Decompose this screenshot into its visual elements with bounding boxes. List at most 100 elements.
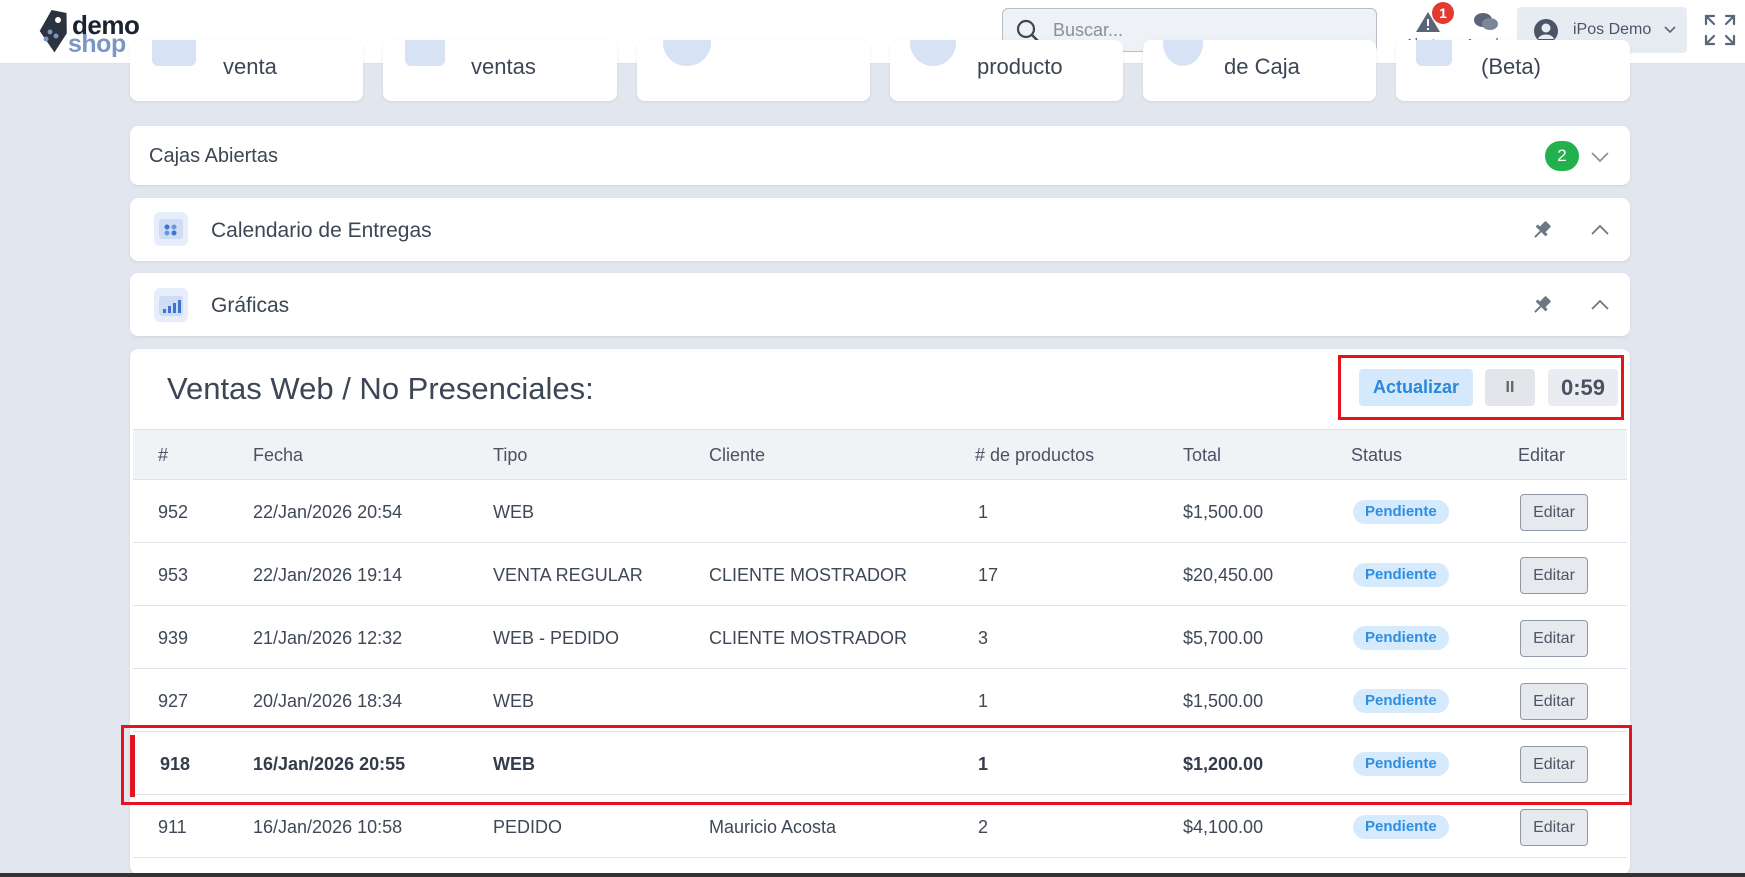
cell-productos: 17 xyxy=(978,565,999,585)
cell-fecha: 20/Jan/2026 18:34 xyxy=(253,691,403,711)
shortcut-icon xyxy=(663,40,711,66)
edit-button[interactable]: Editar xyxy=(1520,746,1588,783)
chevron-down-icon[interactable] xyxy=(1590,150,1610,164)
cell-fecha: 22/Jan/2026 20:54 xyxy=(253,502,403,522)
column-header-status: Status xyxy=(1351,445,1403,465)
open-registers-count-badge: 2 xyxy=(1545,141,1579,171)
graficas-panel[interactable]: Gráficas xyxy=(130,273,1630,336)
cell-cliente: CLIENTE MOSTRADOR xyxy=(709,565,908,585)
cell-id: 911 xyxy=(158,817,187,837)
cell-tipo: WEB xyxy=(493,502,535,522)
cell-total: $4,100.00 xyxy=(1183,817,1264,837)
edit-button[interactable]: Editar xyxy=(1520,809,1588,846)
chevron-up-icon[interactable] xyxy=(1590,298,1610,312)
shortcut-card-2[interactable]: ventas xyxy=(383,40,617,101)
cell-productos: 1 xyxy=(978,754,989,774)
cell-tipo: WEB xyxy=(493,754,535,774)
shortcut-card-4[interactable]: producto xyxy=(890,40,1123,101)
cell-tipo: VENTA REGULAR xyxy=(493,565,643,585)
table-row[interactable]: 952 22/Jan/2026 20:54 WEB 1 $1,500.00 Pendien… xyxy=(133,480,1627,543)
pin-icon[interactable] xyxy=(1531,294,1553,316)
refresh-button[interactable]: Actualizar xyxy=(1359,369,1473,406)
brand-logo[interactable]: demo shop xyxy=(32,4,162,58)
edit-button[interactable]: Editar xyxy=(1520,494,1588,531)
brand-name-line2: shop xyxy=(68,30,126,58)
chevron-up-icon[interactable] xyxy=(1590,223,1610,237)
warning-icon xyxy=(1416,12,1440,32)
status-badge: Pendiente xyxy=(1353,752,1449,776)
cell-productos: 1 xyxy=(978,502,989,522)
highlight-refresh-controls xyxy=(1338,355,1624,420)
cell-total: $20,450.00 xyxy=(1183,565,1274,585)
table-row[interactable]: 953 22/Jan/2026 19:14 VENTA REGULAR CLIENTE… xyxy=(133,543,1627,606)
column-header-id: # xyxy=(158,445,169,465)
shortcut-label: de Caja xyxy=(1224,54,1300,79)
shortcut-card-3[interactable] xyxy=(637,40,870,101)
cell-tipo: PEDIDO xyxy=(493,817,563,837)
status-badge: Pendiente xyxy=(1353,563,1449,587)
column-header-cliente: Cliente xyxy=(709,445,766,465)
calendario-entregas-panel[interactable]: Calendario de Entregas xyxy=(130,198,1630,261)
shortcut-icon xyxy=(910,40,956,66)
panel-title: Calendario de Entregas xyxy=(211,219,432,242)
tag-logo-icon xyxy=(39,10,67,53)
table-row[interactable]: 911 16/Jan/2026 10:58 PEDIDO Mauricio Acost… xyxy=(133,795,1627,858)
cell-productos: 2 xyxy=(978,817,989,837)
cell-fecha: 16/Jan/2026 20:55 xyxy=(253,754,406,774)
cell-id: 918 xyxy=(160,754,191,774)
table-row[interactable]: 939 21/Jan/2026 12:32 WEB - PEDIDO CLIENTE … xyxy=(133,606,1627,669)
chevron-down-icon xyxy=(1664,26,1676,34)
column-header-tipo: Tipo xyxy=(493,445,528,465)
user-avatar-icon xyxy=(1534,19,1558,43)
cell-id: 952 xyxy=(158,502,189,522)
cell-cliente: Mauricio Acosta xyxy=(709,817,837,837)
shortcut-icon xyxy=(1163,40,1203,66)
shortcut-card-6[interactable]: (Beta) xyxy=(1396,40,1630,101)
selected-row-marker xyxy=(130,735,135,797)
cell-fecha: 22/Jan/2026 19:14 xyxy=(253,565,403,585)
alerts-count-badge: 1 xyxy=(1432,2,1454,24)
shortcut-label: (Beta) xyxy=(1481,54,1541,79)
shortcut-label: venta xyxy=(223,54,277,79)
panel-title: Gráficas xyxy=(211,294,290,317)
shortcut-label: producto xyxy=(977,54,1063,79)
table-row[interactable]: 927 20/Jan/2026 18:34 WEB 1 $1,500.00 Pendien… xyxy=(133,669,1627,732)
cell-total: $5,700.00 xyxy=(1183,628,1264,648)
edit-button[interactable]: Editar xyxy=(1520,620,1588,657)
status-badge: Pendiente xyxy=(1353,689,1449,713)
shortcut-icon xyxy=(405,40,445,66)
cell-total: $1,500.00 xyxy=(1183,502,1264,522)
fullscreen-icon[interactable] xyxy=(1703,13,1737,47)
cell-productos: 1 xyxy=(978,691,989,711)
cell-cliente: CLIENTE MOSTRADOR xyxy=(709,628,908,648)
cell-tipo: WEB xyxy=(493,691,535,711)
shortcut-label: ventas xyxy=(471,54,536,79)
edit-button[interactable]: Editar xyxy=(1520,683,1588,720)
refresh-countdown-timer: 0:59 xyxy=(1548,369,1618,406)
user-name: iPos Demo xyxy=(1573,21,1652,38)
status-badge: Pendiente xyxy=(1353,626,1449,650)
cell-id: 927 xyxy=(158,691,189,711)
cell-id: 953 xyxy=(158,565,189,585)
chat-bubbles-icon xyxy=(1474,13,1498,30)
column-header-editar: Editar xyxy=(1518,445,1566,465)
bar-chart-icon xyxy=(154,288,188,322)
cajas-abiertas-panel[interactable]: Cajas Abiertas xyxy=(130,126,1630,185)
cell-fecha: 21/Jan/2026 12:32 xyxy=(253,628,403,648)
table-row[interactable]: 918 16/Jan/2026 20:55 WEB 1 $1,200.00 Pendien… xyxy=(133,732,1627,795)
highlight-selected-row xyxy=(121,725,1632,805)
panel-title: Cajas Abiertas xyxy=(149,145,278,167)
cell-tipo: WEB - PEDIDO xyxy=(493,628,620,648)
shortcut-icon xyxy=(1416,40,1452,66)
shortcut-card-1[interactable]: venta xyxy=(130,40,363,101)
shortcut-card-5[interactable]: de Caja xyxy=(1143,40,1376,101)
section-title: Ventas Web / No Presenciales: xyxy=(167,371,594,406)
status-badge: Pendiente xyxy=(1353,815,1449,839)
edit-button[interactable]: Editar xyxy=(1520,557,1588,594)
cell-id: 939 xyxy=(158,628,189,648)
cell-total: $1,200.00 xyxy=(1183,754,1264,774)
pause-button[interactable]: II xyxy=(1485,369,1535,406)
status-badge: Pendiente xyxy=(1353,500,1449,524)
ventas-web-section: Ventas Web / No Presenciales: Actualizar… xyxy=(130,349,1630,874)
pin-icon[interactable] xyxy=(1531,219,1553,241)
